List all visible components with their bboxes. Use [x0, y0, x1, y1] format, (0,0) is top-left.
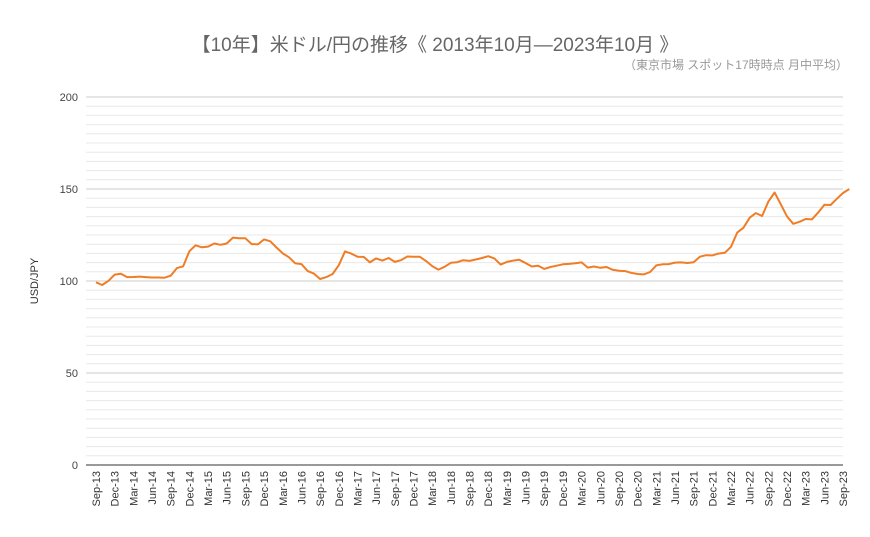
x-tick-label: Sep-19 — [539, 471, 551, 506]
y-tick-label: 50 — [66, 368, 78, 380]
x-tick-label: Sep-13 — [91, 471, 103, 506]
x-tick-label: Jun-16 — [296, 471, 308, 505]
x-tick-label: Sep-17 — [390, 471, 402, 506]
x-tick-label: Sep-22 — [763, 471, 775, 506]
x-tick-label: Sep-23 — [838, 471, 850, 506]
x-axis-ticks: Sep-13 Dec-13 Mar-14 Jun-14 Sep-14 Dec-14 Mar-… — [91, 471, 850, 506]
x-tick-label: Sep-15 — [240, 471, 252, 506]
y-axis-ticks: 0 50 100 150 200 — [60, 92, 78, 472]
x-tick-label: Mar-21 — [651, 471, 663, 506]
x-tick-label: Dec-19 — [558, 471, 570, 506]
x-tick-label: Dec-17 — [408, 471, 420, 506]
y-tick-label: 150 — [60, 184, 78, 196]
x-tick-label: Sep-20 — [614, 471, 626, 506]
grid-lines — [86, 96, 843, 466]
x-tick-label: Sep-16 — [315, 471, 327, 506]
x-tick-label: Jun-23 — [819, 471, 831, 505]
x-tick-label: Jun-17 — [371, 471, 383, 505]
x-tick-label: Jun-15 — [222, 471, 234, 505]
chart-subtitle: （東京市場 スポット17時時点 月中平均） — [623, 58, 848, 72]
x-tick-label: Jun-19 — [521, 471, 533, 505]
x-tick-label: Dec-16 — [334, 471, 346, 506]
x-tick-label: Jun-18 — [446, 471, 458, 505]
x-tick-label: Mar-22 — [726, 471, 738, 506]
x-tick-label: Dec-13 — [110, 471, 122, 506]
x-tick-label: Mar-23 — [801, 471, 813, 506]
x-tick-label: Dec-18 — [483, 471, 495, 506]
x-tick-label: Dec-14 — [184, 471, 196, 506]
x-tick-label: Mar-20 — [577, 471, 589, 506]
x-tick-label: Dec-20 — [633, 471, 645, 506]
x-tick-label: Jun-21 — [670, 471, 682, 505]
x-tick-label: Mar-15 — [203, 471, 215, 506]
x-tick-label: Mar-19 — [502, 471, 514, 506]
y-axis-label: USD/JPY — [29, 257, 41, 304]
y-tick-label: 0 — [72, 460, 78, 472]
x-tick-label: Mar-18 — [427, 471, 439, 506]
x-tick-label: Mar-14 — [128, 471, 140, 506]
x-tick-label: Mar-17 — [352, 471, 364, 506]
x-tick-label: Sep-18 — [465, 471, 477, 506]
series-line-usdjpy — [95, 188, 850, 286]
x-tick-label: Dec-22 — [782, 471, 794, 506]
x-tick-label: Dec-21 — [707, 471, 719, 506]
x-tick-label: Dec-15 — [259, 471, 271, 506]
x-tick-label: Sep-14 — [166, 471, 178, 506]
chart-title: 【10年】米ドル/円の推移《 2013年10月―2023年10月 》 — [191, 35, 679, 56]
y-tick-label: 100 — [60, 276, 78, 288]
y-tick-label: 200 — [60, 92, 78, 104]
x-tick-label: Jun-20 — [595, 471, 607, 505]
x-tick-label: Mar-16 — [278, 471, 290, 506]
x-tick-label: Jun-22 — [745, 471, 757, 505]
x-tick-label: Jun-14 — [147, 471, 159, 505]
x-tick-label: Sep-21 — [689, 471, 701, 506]
